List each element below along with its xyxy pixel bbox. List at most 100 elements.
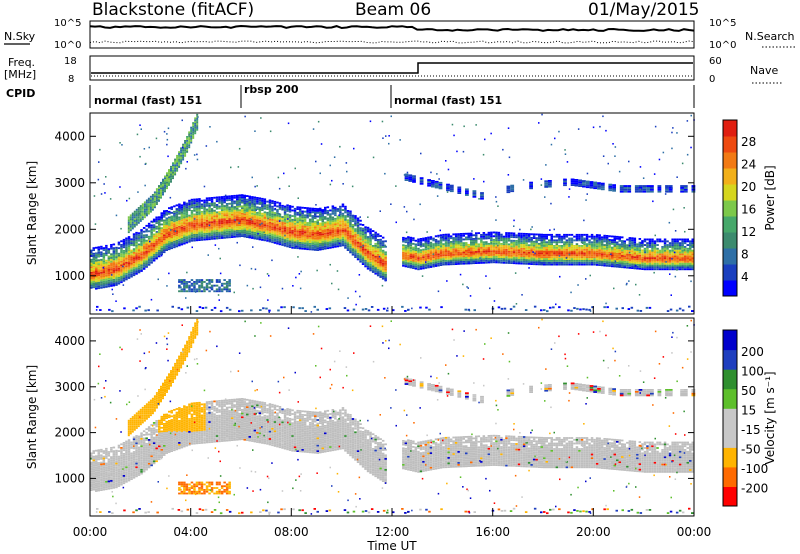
power-cell [475, 252, 478, 255]
power-cell [671, 247, 674, 250]
power-cell [152, 246, 156, 249]
power-cell [525, 261, 528, 263]
power-cell [319, 213, 322, 216]
power-cell [573, 246, 576, 249]
power-cell [636, 263, 639, 266]
power-cell [570, 233, 574, 236]
power-cell [203, 216, 206, 219]
power-cell [263, 202, 267, 204]
power-cell [341, 235, 345, 237]
power-cell [163, 241, 166, 244]
power-cell [276, 237, 279, 239]
nave-tick-low: 0 [709, 74, 715, 85]
power-cell [668, 260, 672, 263]
power-cell [449, 244, 453, 247]
power-cell [137, 212, 140, 215]
power-cell [522, 244, 526, 246]
power-cell [241, 233, 244, 236]
power-cell [369, 234, 372, 236]
power-cell [555, 233, 559, 236]
power-cell [293, 247, 297, 249]
power-cell [180, 288, 184, 291]
power-cell [628, 250, 632, 252]
power-cell [678, 244, 682, 246]
power-cell [344, 231, 347, 234]
power-cell [613, 241, 616, 244]
power-cell [200, 235, 204, 237]
power-cell [137, 260, 141, 263]
power-cell [658, 240, 662, 243]
power-cell [575, 239, 579, 242]
power-cell [175, 211, 179, 214]
power-cell [409, 246, 413, 248]
power-cell [236, 204, 239, 206]
power-cell [616, 243, 619, 246]
power-cell [241, 227, 244, 230]
power-cell [600, 188, 605, 191]
power-cell [107, 268, 111, 271]
power-cell [311, 243, 314, 245]
power-cell [364, 248, 367, 251]
power-cell [273, 234, 277, 237]
power-cell [238, 229, 241, 232]
power-cell [243, 231, 246, 234]
power-cell [346, 211, 350, 214]
power-cell [133, 225, 136, 228]
power-cell [361, 227, 365, 230]
power-cell [691, 240, 694, 243]
power-cell [678, 238, 682, 241]
power-cell [616, 265, 619, 268]
power-cell [135, 212, 138, 215]
power-cell [447, 246, 450, 249]
power-cell [117, 258, 121, 261]
power-cell [515, 236, 518, 239]
power-cell [558, 245, 561, 247]
power-cell [311, 241, 314, 244]
power-cell [661, 255, 664, 258]
power-cell [308, 231, 312, 234]
power-cell [137, 264, 141, 266]
power-cell [648, 238, 652, 241]
power-cell [580, 258, 584, 260]
power-cell [497, 244, 501, 247]
power-cell [548, 258, 551, 260]
power-cell [381, 246, 385, 248]
power-cell [480, 195, 484, 198]
power-cell [150, 254, 153, 257]
power-cell [215, 222, 219, 225]
power-cell [241, 209, 244, 211]
power-cell [434, 261, 438, 264]
power-cell [90, 253, 93, 256]
power-cell [608, 235, 611, 238]
power-cell [324, 240, 327, 243]
power-cell [638, 252, 642, 255]
power-cell [538, 261, 541, 264]
power-cell [233, 235, 236, 238]
power-cell [381, 272, 385, 274]
power-cell [319, 209, 322, 212]
power-cell [223, 220, 226, 222]
power-cell [366, 256, 370, 259]
power-cell [535, 263, 538, 266]
power-cell [196, 123, 199, 126]
power-cell [515, 251, 518, 254]
power-cell [530, 233, 533, 236]
power-cell [160, 238, 163, 241]
power-cell [180, 228, 184, 231]
power-cell [142, 230, 146, 233]
power-cell [251, 237, 254, 239]
power-cell [193, 220, 196, 223]
power-cell [125, 250, 128, 253]
power-cell [301, 240, 304, 243]
power-cell [369, 252, 372, 255]
power-cell [626, 255, 629, 258]
power-cell [565, 241, 569, 244]
power-cell [195, 237, 199, 240]
power-cell [105, 278, 108, 281]
power-cell [402, 255, 405, 258]
power-cell [527, 240, 531, 243]
power-cell [193, 286, 196, 289]
power-cell [371, 271, 375, 273]
power-cell [636, 254, 639, 257]
power-cell [246, 210, 249, 212]
